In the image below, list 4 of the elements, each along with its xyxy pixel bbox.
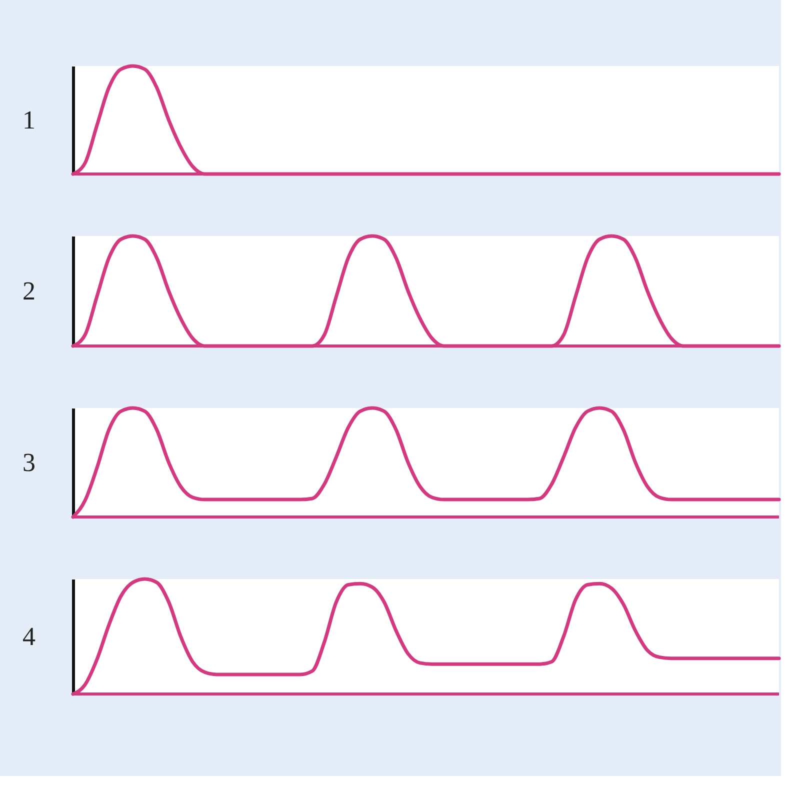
y-axis-title: 4 [22,622,36,651]
y-axis-title: 3 [22,448,36,477]
y-axis-title: 1 [22,106,36,134]
y-axis-title: 2 [22,276,36,306]
